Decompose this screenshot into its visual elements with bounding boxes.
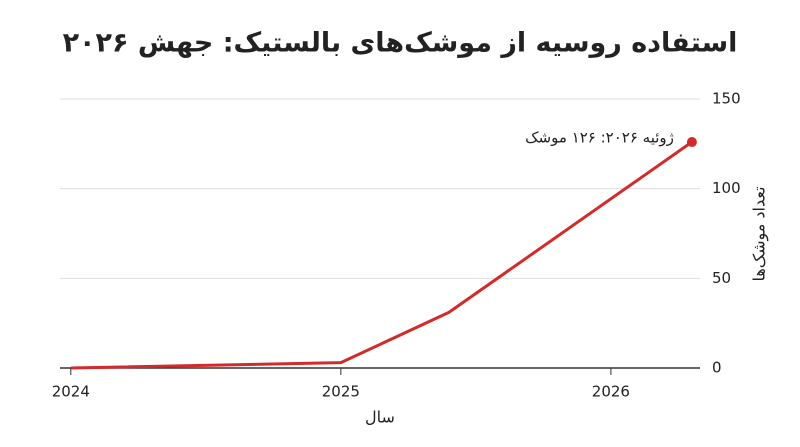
x-tick-label: 2025 [322,383,360,401]
x-tick-label: 2024 [52,383,90,401]
y-axis-label: تعداد موشک‌ها [750,186,770,281]
x-axis-label: سال [365,408,395,427]
annotation: ژوئیه ۲۰۲۶: ۱۲۶ موشک [525,129,674,147]
y-tick-label: 0 [712,359,722,377]
y-tick-label: 50 [712,269,731,287]
chart-title: استفاده روسیه از موشک‌های بالستیک: جهش ۲… [63,28,738,59]
y-tick-label: 150 [712,90,741,108]
end-marker [686,137,697,148]
y-tick-label: 100 [712,179,741,197]
x-tick-label: 2026 [592,383,630,401]
data-line [70,140,693,370]
